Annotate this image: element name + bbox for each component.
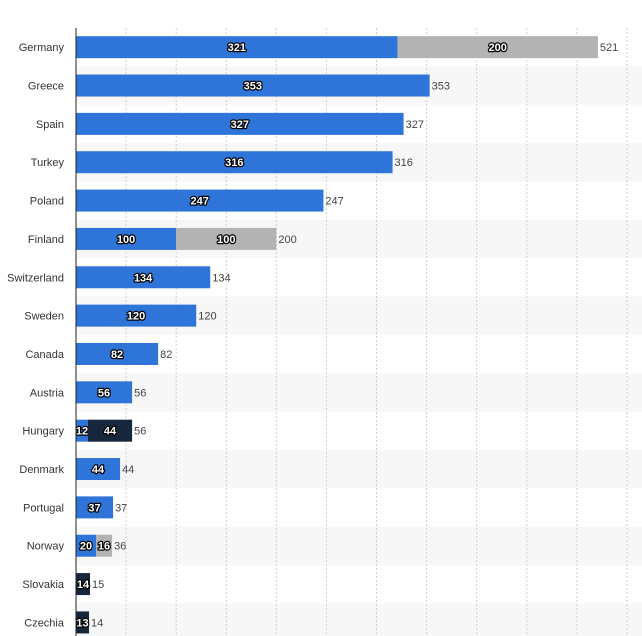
category-label: Canada: [25, 349, 64, 361]
total-label: 316: [395, 157, 413, 169]
total-label: 36: [114, 541, 126, 553]
bar-segment: [88, 419, 133, 442]
total-label: 200: [278, 234, 296, 246]
data-label: 120: [127, 311, 145, 323]
category-label: Czechia: [24, 617, 65, 629]
total-label: 15: [92, 579, 104, 591]
total-label: 247: [325, 196, 343, 208]
data-label: 44: [92, 464, 105, 476]
category-label: Germany: [19, 42, 65, 54]
bar-segment: [76, 304, 197, 327]
bars: 321 200 521 353 353 327 327 316 316 247 247 100 100 2…: [75, 36, 618, 634]
data-label: 16: [98, 541, 110, 553]
bar-segment: [76, 266, 211, 289]
category-label: Slovakia: [22, 579, 64, 591]
total-label: 56: [134, 426, 146, 438]
total-label: 82: [160, 349, 172, 361]
data-label: 82: [111, 349, 123, 361]
category-label: Poland: [30, 196, 64, 208]
total-label: 353: [432, 81, 450, 93]
category-labels: Germany Greece Spain Turkey Poland Finland Swi…: [7, 42, 65, 629]
data-label: 200: [489, 42, 507, 54]
data-label: 37: [88, 502, 100, 514]
total-label: 134: [212, 272, 230, 284]
data-label: 100: [217, 234, 235, 246]
data-label: 353: [244, 81, 262, 93]
category-label: Spain: [36, 119, 64, 131]
row-bands: [76, 66, 642, 636]
bar-segment: [76, 189, 324, 212]
category-label: Sweden: [24, 311, 64, 323]
category-label: Hungary: [22, 426, 64, 438]
data-label: 134: [134, 272, 153, 284]
data-label: 13: [76, 617, 88, 629]
bar-segment: [76, 227, 177, 250]
bar-segment: [76, 342, 159, 365]
bar-segment: [76, 534, 97, 557]
category-label: Norway: [27, 541, 65, 553]
data-label: 247: [191, 196, 209, 208]
bar-segment: [76, 458, 121, 481]
category-label: Finland: [28, 234, 64, 246]
total-label: 56: [134, 387, 146, 399]
category-label: Portugal: [23, 502, 64, 514]
data-label: 327: [231, 119, 249, 131]
data-label: 20: [80, 541, 92, 553]
bar-segment: [397, 36, 598, 59]
row-band: [76, 526, 642, 565]
total-label: 521: [600, 42, 618, 54]
bar-segment: [176, 227, 277, 250]
bar-segment: [76, 36, 398, 59]
total-label: 120: [198, 311, 216, 323]
data-label: 316: [225, 157, 243, 169]
data-label: 56: [98, 387, 110, 399]
bar-segment: [76, 496, 114, 519]
row-band: [76, 603, 642, 636]
data-label: 321: [228, 42, 246, 54]
bar-segment: [76, 381, 133, 404]
bar-segment: [76, 419, 89, 442]
category-label: Switzerland: [7, 272, 64, 284]
data-label: 44: [104, 426, 117, 438]
total-label: 37: [115, 502, 127, 514]
bar-segment: [76, 112, 404, 135]
bar-segment: [76, 151, 393, 174]
total-label: 44: [122, 464, 134, 476]
row-band: [76, 373, 642, 412]
category-label: Austria: [30, 387, 65, 399]
bar-segment: [76, 611, 90, 634]
bar-segment: [76, 573, 91, 596]
data-label: 100: [117, 234, 135, 246]
bar-segment: [76, 74, 430, 97]
total-label: 327: [406, 119, 424, 131]
category-label: Denmark: [19, 464, 64, 476]
data-label: 12: [76, 426, 88, 438]
category-label: Greece: [28, 81, 64, 93]
category-label: Turkey: [31, 157, 65, 169]
data-label: 14: [77, 579, 90, 591]
total-label: 14: [91, 617, 103, 629]
row-band: [76, 449, 642, 489]
bar-segment: [96, 534, 113, 557]
